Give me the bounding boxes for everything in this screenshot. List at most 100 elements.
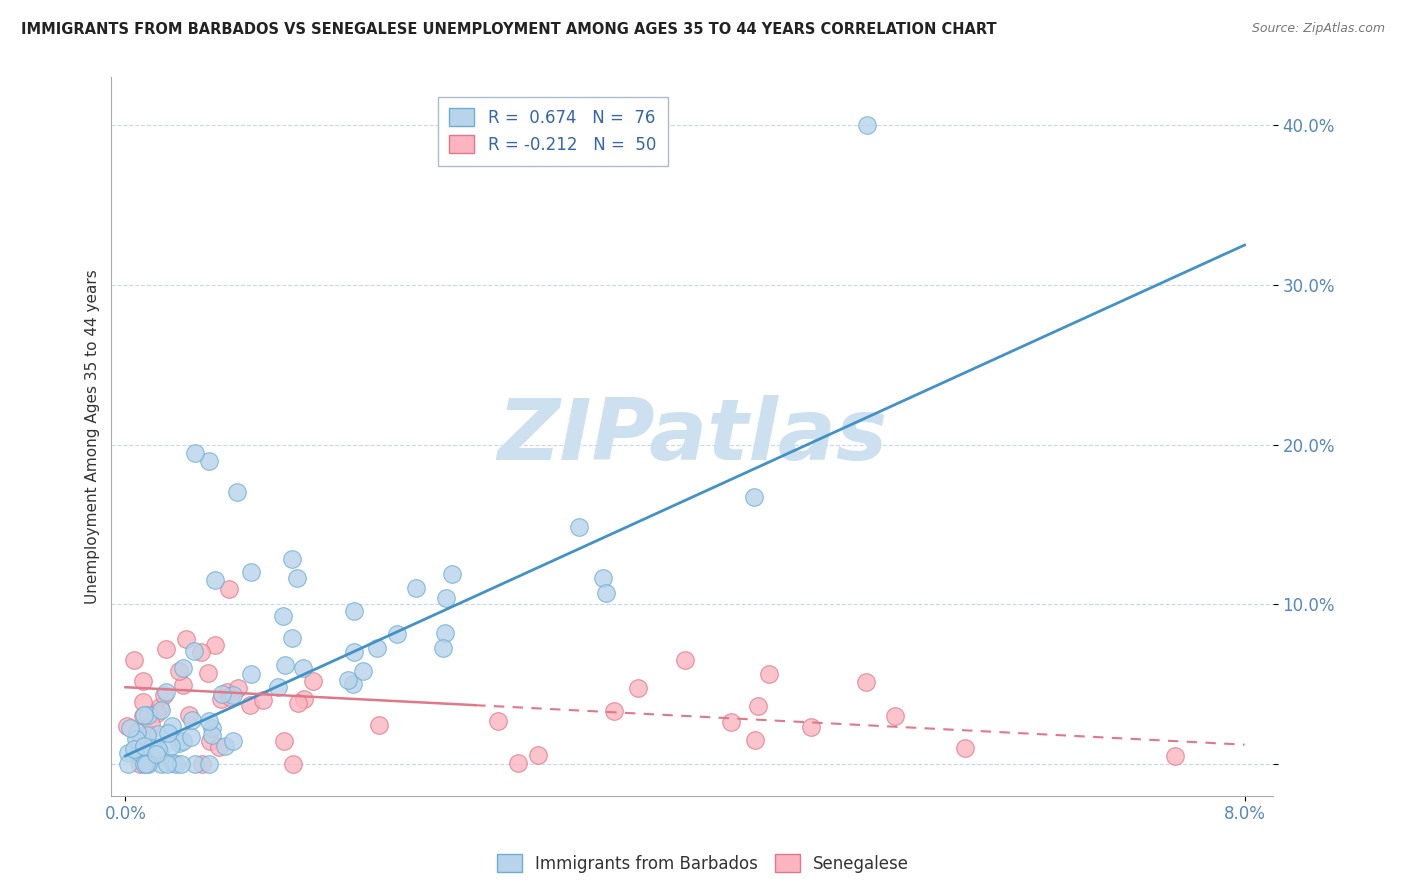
Point [292, 661, 315, 675]
Point [125, 725, 148, 739]
Point [273, 734, 295, 748]
Point [183, 756, 205, 771]
Point [433, 625, 456, 640]
Point [201, 728, 224, 742]
Point [218, 690, 240, 705]
Point [856, 119, 879, 133]
Point [125, 731, 148, 746]
Point [181, 713, 204, 727]
Point [122, 652, 145, 666]
Point [239, 698, 262, 712]
Point [287, 696, 309, 710]
Point [128, 745, 150, 759]
Point [198, 733, 221, 747]
Point [673, 653, 696, 667]
Point [592, 570, 614, 584]
Point [150, 756, 173, 771]
Point [132, 707, 155, 722]
Text: IMMIGRANTS FROM BARBADOS VS SENEGALESE UNEMPLOYMENT AMONG AGES 35 TO 44 YEARS CO: IMMIGRANTS FROM BARBADOS VS SENEGALESE U… [21, 22, 997, 37]
Point [432, 640, 454, 655]
Point [218, 582, 240, 596]
Point [136, 725, 159, 739]
Point [122, 742, 145, 756]
Point [747, 699, 769, 714]
Point [274, 657, 297, 672]
Point [720, 715, 742, 730]
Point [190, 756, 212, 771]
Point [239, 667, 262, 681]
Point [128, 749, 150, 764]
Point [742, 490, 765, 504]
Point [434, 591, 457, 605]
Point [170, 756, 193, 771]
Y-axis label: Unemployment Among Ages 35 to 44 years: Unemployment Among Ages 35 to 44 years [86, 269, 100, 604]
Point [204, 573, 226, 587]
Point [172, 661, 194, 675]
Point [131, 674, 153, 689]
Point [285, 570, 308, 584]
Point [387, 627, 409, 641]
Point [506, 756, 529, 770]
Point [252, 693, 274, 707]
Point [280, 631, 302, 645]
Point [204, 638, 226, 652]
Point [744, 732, 766, 747]
Point [146, 727, 169, 741]
Point [209, 692, 232, 706]
Point [160, 739, 183, 754]
Point [157, 726, 180, 740]
Point [177, 707, 200, 722]
Point [197, 756, 219, 771]
Point [184, 445, 207, 459]
Point [302, 673, 325, 688]
Point [292, 692, 315, 706]
Point [162, 756, 184, 771]
Point [343, 645, 366, 659]
Point [366, 641, 388, 656]
Point [405, 581, 427, 595]
Point [568, 519, 591, 533]
Point [153, 688, 176, 702]
Point [215, 685, 238, 699]
Point [337, 673, 360, 687]
Point [167, 736, 190, 750]
Point [174, 632, 197, 646]
Point [120, 722, 142, 736]
Text: ZIPatlas: ZIPatlas [496, 395, 887, 478]
Point [117, 756, 139, 771]
Point [135, 728, 157, 742]
Point [222, 734, 245, 748]
Point [211, 687, 233, 701]
Point [343, 604, 366, 618]
Point [139, 717, 162, 731]
Text: Source: ZipAtlas.com: Source: ZipAtlas.com [1251, 22, 1385, 36]
Point [117, 746, 139, 760]
Point [190, 645, 212, 659]
Point [155, 684, 177, 698]
Point [197, 665, 219, 680]
Point [135, 756, 157, 771]
Point [138, 708, 160, 723]
Point [132, 756, 155, 771]
Point [488, 714, 510, 728]
Point [172, 678, 194, 692]
Point [222, 689, 245, 703]
Point [150, 703, 173, 717]
Point [141, 740, 163, 755]
Point [134, 739, 156, 753]
Point [201, 721, 224, 735]
Point [180, 731, 202, 745]
Point [132, 709, 155, 723]
Point [160, 719, 183, 733]
Point [883, 709, 905, 723]
Point [228, 681, 250, 695]
Point [240, 566, 263, 580]
Point [526, 747, 548, 762]
Point [197, 714, 219, 729]
Point [595, 586, 617, 600]
Point [368, 718, 391, 732]
Point [198, 453, 221, 467]
Point [440, 566, 463, 581]
Legend: R =  0.674   N =  76, R = -0.212   N =  50: R = 0.674 N = 76, R = -0.212 N = 50 [437, 96, 668, 166]
Point [115, 719, 138, 733]
